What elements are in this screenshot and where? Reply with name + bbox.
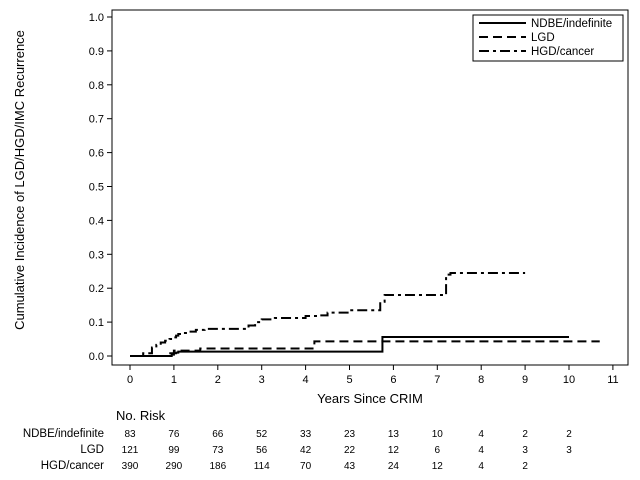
x-tick-label: 10 [563,374,575,386]
risk-cell: 3 [566,445,572,456]
x-axis: 0 1 2 3 4 5 6 7 8 9 10 11 [127,365,619,386]
y-tick-label: 0.8 [89,80,104,92]
risk-cell: 186 [209,461,226,472]
y-tick-label: 0.0 [89,351,104,363]
risk-cell: 33 [300,429,312,440]
risk-row-label: NDBE/indefinite [23,428,104,440]
y-tick-label: 1.0 [89,12,104,24]
legend-label-ndbe: NDBE/indefinite [531,18,612,30]
y-tick-label: 0.2 [89,283,104,295]
legend-label-lgd: LGD [531,32,555,44]
x-tick-label: 6 [390,374,396,386]
x-tick-label: 0 [127,374,133,386]
risk-cell: 66 [212,429,224,440]
risk-cell: 2 [566,429,572,440]
risk-cell: 114 [254,461,270,472]
risk-cell: 56 [256,445,268,456]
x-tick-label: 11 [607,374,618,386]
y-axis: 0.0 0.1 0.2 0.3 0.4 0.5 0.6 0.7 0.8 0.9 1.0 [89,12,112,363]
risk-cell: 2 [522,429,528,440]
y-tick-label: 0.6 [89,148,104,160]
x-tick-label: 9 [522,374,528,386]
risk-cell: 12 [432,461,444,472]
risk-cell: 10 [432,429,444,440]
risk-cell: 99 [168,445,180,456]
y-tick-label: 0.3 [89,249,104,261]
risk-cell: 390 [122,461,139,472]
x-tick-label: 4 [303,374,309,386]
risk-table: No. Risk NDBE/indefinite 83 76 66 52 33 23 13 10… [23,408,572,472]
plot-frame [111,9,629,366]
y-axis-label: Cumulative Incidence of LGD/HGD/IMC Recu… [12,30,27,330]
risk-cell: 3 [522,445,528,456]
x-axis-label: Years Since CRIM [317,391,423,406]
y-tick-label: 0.5 [89,182,104,194]
legend: NDBE/indefinite LGD HGD/cancer [472,14,624,62]
risk-cell: 4 [478,429,484,440]
risk-cell: 73 [212,445,224,456]
risk-cell: 2 [522,461,528,472]
legend-label-hgd: HGD/cancer [531,46,594,58]
risk-row-label: LGD [80,444,104,456]
series-layer [130,271,600,357]
x-tick-label: 5 [346,374,352,386]
risk-cell: 83 [124,429,136,440]
y-tick-label: 0.7 [89,114,104,126]
x-tick-label: 1 [171,374,177,386]
risk-cell: 4 [478,445,484,456]
x-tick-label: 3 [259,374,265,386]
series-line-ndbe-indefinite [130,336,569,357]
y-tick-label: 0.4 [89,215,104,227]
x-tick-label: 2 [215,374,221,386]
risk-cell: 290 [166,461,183,472]
risk-cell: 52 [256,429,268,440]
risk-cell: 13 [388,429,400,440]
risk-row-label: HGD/cancer [41,460,104,472]
risk-cell: 6 [435,445,441,456]
x-tick-label: 7 [434,374,440,386]
risk-table-title: No. Risk [116,408,166,423]
series-line-lgd [130,340,600,357]
risk-cell: 42 [300,445,312,456]
risk-cell: 22 [344,445,356,456]
risk-cell: 23 [344,429,356,440]
risk-cell: 12 [388,445,400,456]
risk-cell: 24 [388,461,400,472]
x-tick-label: 8 [478,374,484,386]
risk-cell: 70 [300,461,312,472]
y-tick-label: 0.1 [89,317,104,329]
risk-cell: 43 [344,461,356,472]
risk-cell: 121 [122,445,139,456]
series-line-hgd-cancer [130,271,526,357]
risk-cell: 76 [168,429,180,440]
risk-cell: 4 [478,461,484,472]
y-tick-label: 0.9 [89,46,104,58]
